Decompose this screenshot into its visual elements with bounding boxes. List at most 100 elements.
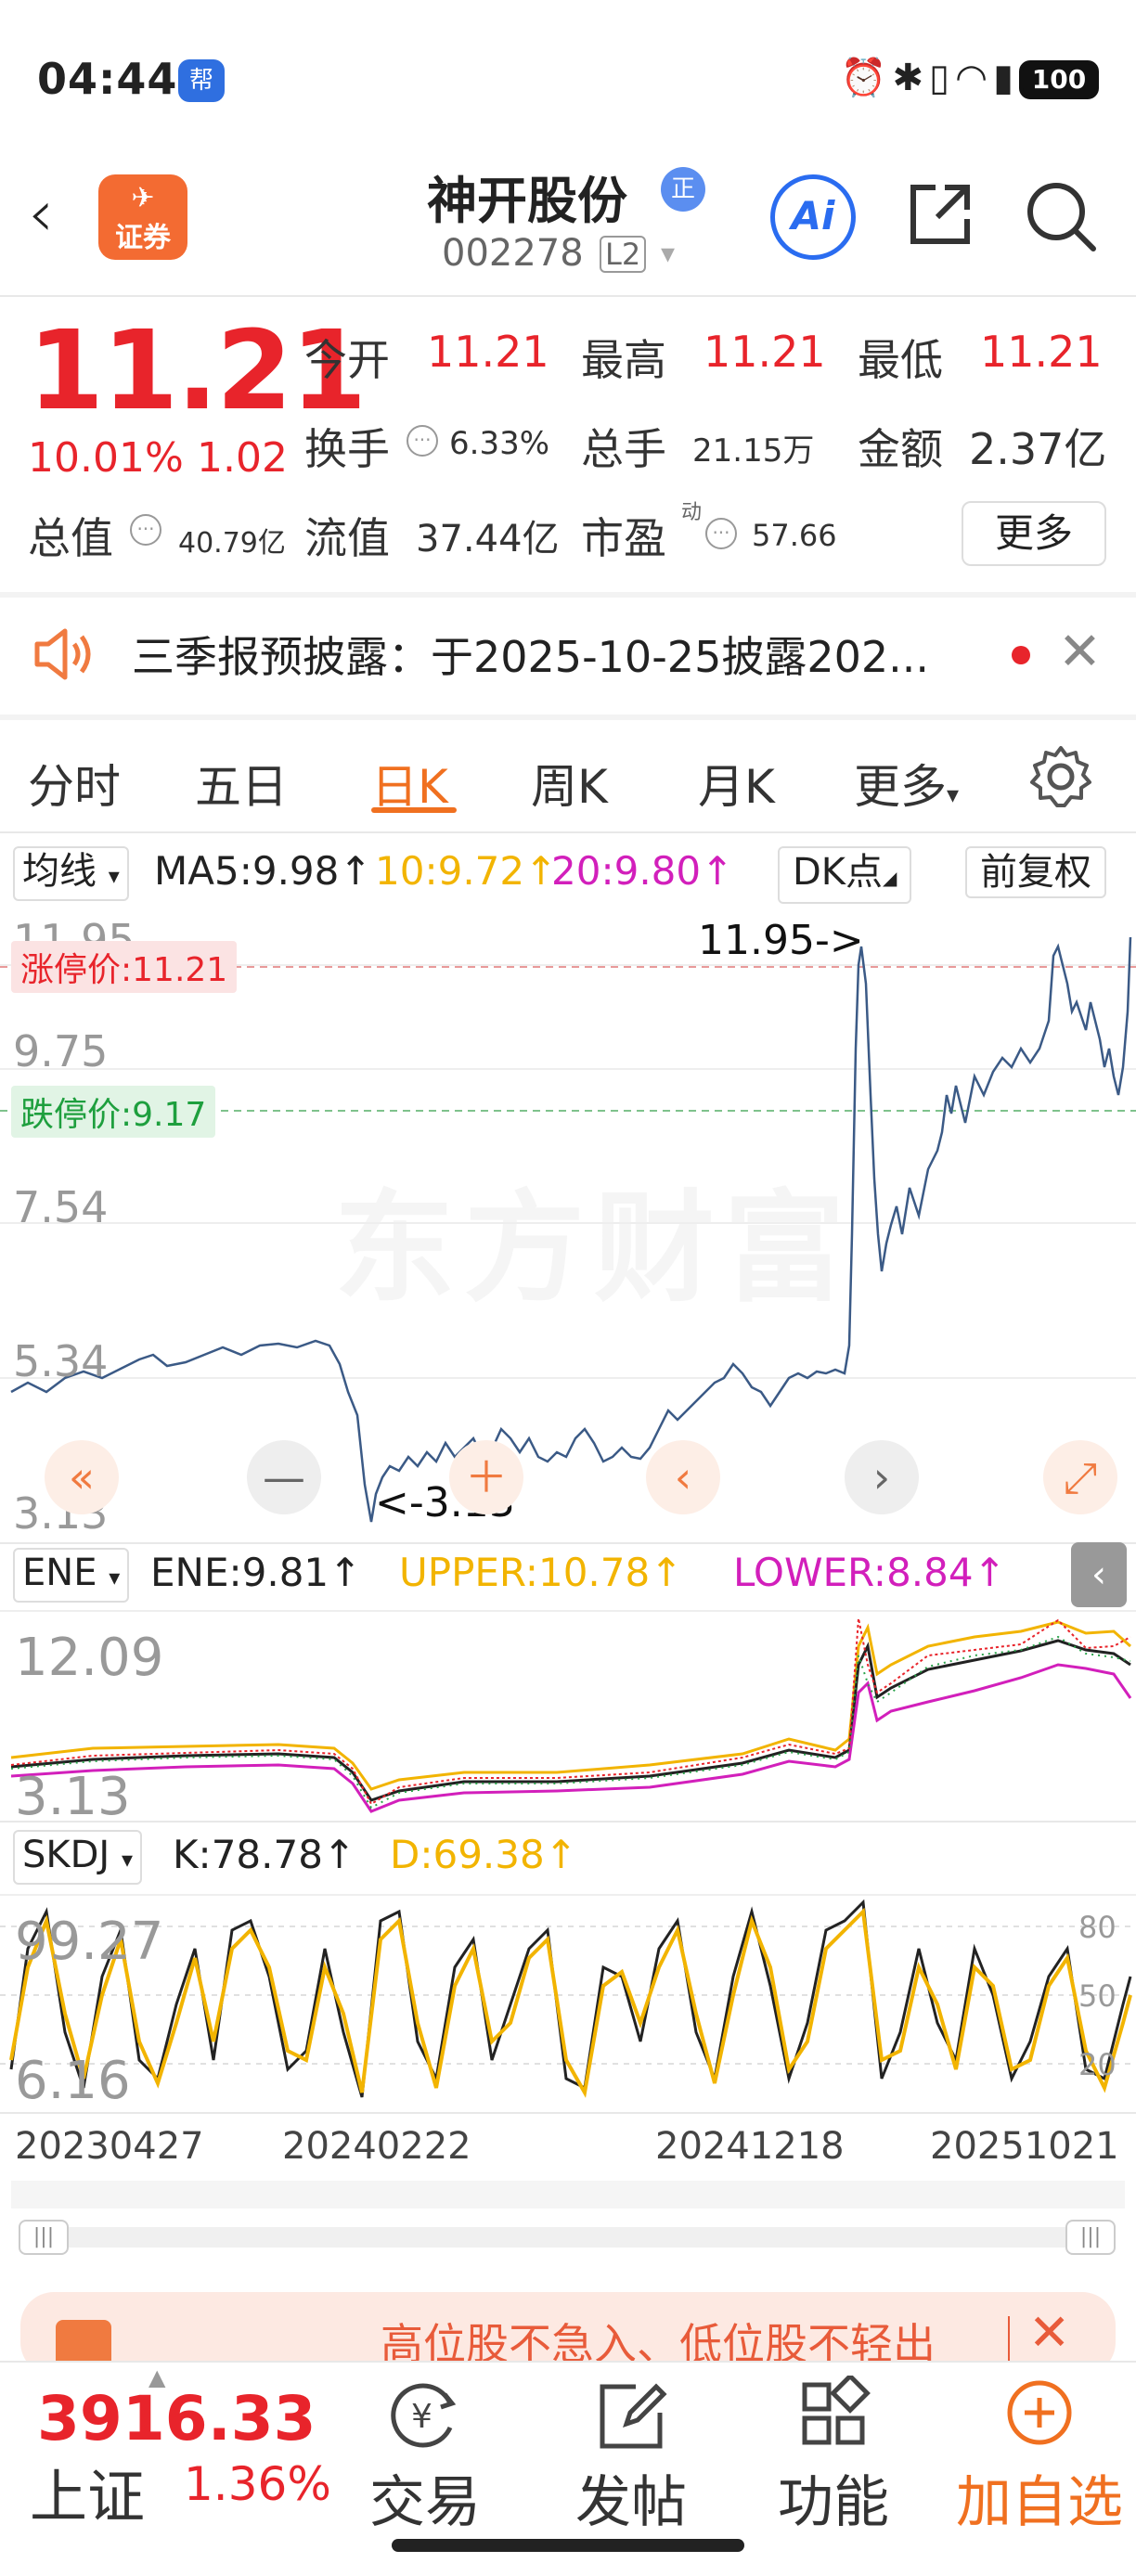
functions-grid-icon bbox=[802, 2373, 871, 2445]
nav-functions-label: 功能 bbox=[778, 2470, 889, 2535]
ene-y-max: 12.09 bbox=[15, 1628, 164, 1688]
volume-label: 总手 bbox=[581, 424, 666, 474]
ene-value: ENE:9.81↑ bbox=[150, 1550, 362, 1595]
tab-five-day[interactable]: 五日 bbox=[195, 760, 288, 814]
ma5-value: MA5:9.98↑ bbox=[154, 848, 372, 894]
broker-logo[interactable]: ✈ 证券 bbox=[98, 174, 187, 260]
turnover-info-icon[interactable]: ··· bbox=[407, 425, 438, 457]
fullscreen-icon[interactable]: ⤢ bbox=[1043, 1440, 1117, 1514]
corner-triangle-icon: ◢ bbox=[883, 867, 897, 889]
home-indicator[interactable] bbox=[392, 2539, 744, 2552]
back-chevron-icon[interactable]: ‹ bbox=[28, 175, 54, 251]
index-change-percent: 1.36% bbox=[184, 2457, 331, 2511]
ma-select-label: 均线 bbox=[22, 850, 97, 893]
svg-text:¥: ¥ bbox=[411, 2398, 432, 2436]
zoom-out-icon[interactable]: — bbox=[247, 1440, 321, 1514]
skdj-ref-50: 50 bbox=[1078, 1978, 1117, 2014]
dk-point-button[interactable]: DK点◢ bbox=[778, 846, 912, 904]
bluetooth-icon: ✱ bbox=[892, 57, 930, 99]
range-handle-right[interactable]: ||| bbox=[1065, 2220, 1116, 2255]
y-axis-label-3: 7.54 bbox=[13, 1182, 109, 1232]
tabs-divider bbox=[0, 831, 1136, 833]
signal-icon: ▮ bbox=[992, 57, 1019, 99]
market-cap-info-icon[interactable]: ··· bbox=[130, 514, 161, 546]
high-price-annotation: 11.95-> bbox=[698, 917, 864, 964]
alarm-icon: ⏰ bbox=[840, 57, 893, 99]
ene-indicator-select[interactable]: ENE ▾ bbox=[13, 1548, 130, 1603]
broker-logo-icon: ✈ bbox=[131, 182, 155, 214]
chart-range-scrollbar[interactable] bbox=[22, 2227, 1114, 2248]
more-quote-button[interactable]: 更多 bbox=[962, 501, 1106, 566]
notice-close-icon[interactable]: ✕ bbox=[1058, 622, 1102, 682]
vibrate-icon: ▯ bbox=[929, 57, 956, 99]
chart-settings-gear-icon[interactable] bbox=[1028, 744, 1093, 809]
nav-add-watchlist-label: 加自选 bbox=[956, 2470, 1123, 2535]
level-dropdown-icon[interactable]: ▾ bbox=[661, 238, 676, 270]
skdj-indicator-select[interactable]: SKDJ ▾ bbox=[13, 1830, 142, 1885]
tab-intraday[interactable]: 分时 bbox=[28, 760, 121, 814]
ene-y-min: 3.13 bbox=[15, 1767, 131, 1827]
nav-post-label: 发帖 bbox=[575, 2470, 687, 2535]
skdj-ref-20: 20 bbox=[1078, 2047, 1117, 2082]
pe-dynamic-sup: 动 bbox=[681, 501, 703, 524]
price-line-chart[interactable] bbox=[0, 909, 1136, 1540]
wifi-icon: ◠ bbox=[955, 57, 993, 99]
range-handle-left[interactable]: ||| bbox=[19, 2220, 69, 2255]
stock-name[interactable]: 神开股份 bbox=[427, 172, 627, 230]
index-name[interactable]: 上证 bbox=[30, 2463, 146, 2531]
ene-chart[interactable] bbox=[0, 1609, 1136, 1821]
search-icon[interactable] bbox=[1023, 178, 1099, 254]
pe-value: 57.66 bbox=[752, 518, 837, 553]
level2-badge[interactable]: L2 bbox=[600, 236, 647, 273]
scroll-left-icon[interactable]: ‹ bbox=[646, 1440, 720, 1514]
stock-tag-badge: 正 bbox=[661, 167, 705, 212]
notice-unread-dot bbox=[1012, 646, 1030, 664]
x-axis-date-3: 20241218 bbox=[655, 2125, 845, 2168]
skdj-chart[interactable] bbox=[0, 1893, 1136, 2112]
ma10-value: 10:9.72↑ bbox=[375, 848, 558, 894]
tab-daily-k[interactable]: 日K bbox=[371, 760, 448, 814]
nav-post[interactable]: 发帖 bbox=[548, 2376, 715, 2538]
system-status-icons: ⏰✱▯◠▮ 100 bbox=[841, 56, 1099, 99]
tab-more-label: 更多 bbox=[854, 760, 947, 814]
scroll-right-icon[interactable]: › bbox=[845, 1440, 919, 1514]
skdj-select-label: SKDJ bbox=[22, 1834, 110, 1876]
dropdown-arrow-icon: ▾ bbox=[121, 1847, 133, 1873]
y-axis-label-4: 5.34 bbox=[13, 1336, 109, 1386]
zoom-in-icon[interactable]: ＋ bbox=[449, 1440, 523, 1514]
share-icon[interactable] bbox=[904, 178, 976, 251]
price-adjust-button[interactable]: 前复权 bbox=[965, 846, 1106, 898]
ai-assistant-button[interactable]: Ai bbox=[770, 174, 856, 260]
tab-monthly-k[interactable]: 月K bbox=[698, 760, 775, 814]
pe-info-icon[interactable]: ··· bbox=[705, 518, 737, 549]
promo-close-icon[interactable]: ✕ bbox=[1028, 2303, 1071, 2362]
x-axis-date-1: 20230427 bbox=[15, 2125, 204, 2168]
tab-active-indicator bbox=[371, 807, 457, 813]
nav-trade-label: 交易 bbox=[369, 2470, 481, 2535]
nav-functions[interactable]: 功能 bbox=[750, 2373, 917, 2538]
tab-weekly-k[interactable]: 周K bbox=[531, 760, 608, 814]
price-line bbox=[10, 936, 1132, 1523]
nav-trade[interactable]: ¥ 交易 bbox=[342, 2376, 509, 2538]
high-label: 最高 bbox=[581, 335, 666, 385]
section-divider bbox=[0, 715, 1136, 720]
turnover-label: 换手 bbox=[304, 424, 390, 474]
ma-indicator-select[interactable]: 均线 ▾ bbox=[13, 846, 129, 901]
x-axis-date-2: 20240222 bbox=[282, 2125, 471, 2168]
amount-label: 金额 bbox=[858, 424, 943, 474]
notice-text[interactable]: 三季报预披露：于2025-10-25披露202... bbox=[132, 632, 929, 682]
nav-add-watchlist[interactable]: 加自选 bbox=[949, 2376, 1130, 2538]
index-expand-icon[interactable]: ▲ bbox=[148, 2364, 166, 2390]
open-label: 今开 bbox=[304, 335, 390, 385]
index-price[interactable]: 3916.33 bbox=[37, 2383, 316, 2454]
tab-more[interactable]: 更多▾ bbox=[854, 750, 959, 817]
ene-select-label: ENE bbox=[22, 1552, 97, 1594]
volume-value: 21.15万 bbox=[692, 432, 815, 470]
dropdown-arrow-icon: ▾ bbox=[108, 863, 120, 889]
limit-up-tag: 涨停价:11.21 bbox=[11, 941, 238, 993]
scroll-to-start-icon[interactable]: « bbox=[45, 1440, 119, 1514]
tab-more-arrow-icon: ▾ bbox=[947, 781, 960, 809]
collapse-panel-icon[interactable]: ‹ bbox=[1071, 1542, 1127, 1607]
ma20-value: 20:9.80↑ bbox=[551, 848, 734, 894]
battery-icon: 100 bbox=[1019, 60, 1099, 99]
